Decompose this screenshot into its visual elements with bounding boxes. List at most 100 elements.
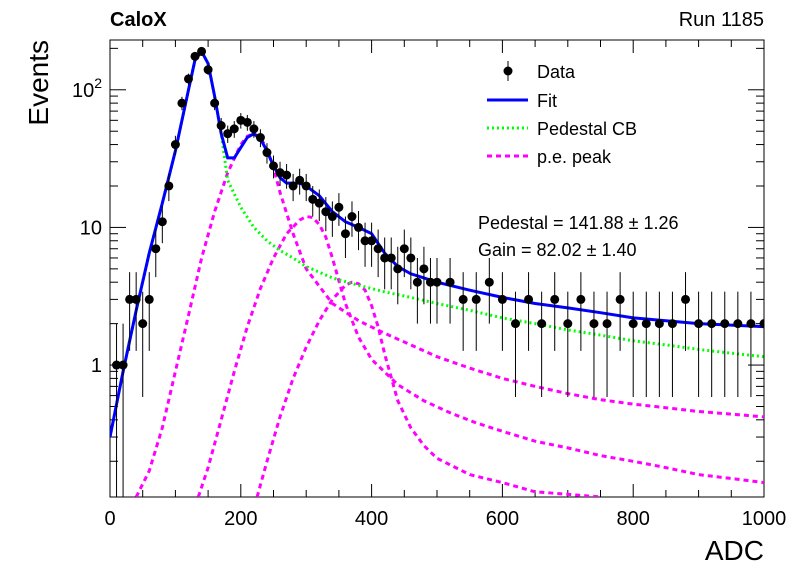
x-axis-title: ADC — [705, 535, 764, 566]
data-point — [484, 277, 494, 287]
experiment-label: CaloX — [110, 9, 167, 31]
data-point — [576, 294, 586, 304]
data-point — [733, 319, 743, 329]
data-point — [288, 181, 298, 191]
legend-label: Fit — [537, 91, 557, 111]
y-tick-label: 1 — [91, 355, 102, 377]
data-point — [497, 294, 507, 304]
data-point — [425, 277, 435, 287]
data-point — [360, 236, 370, 246]
data-point — [589, 319, 599, 329]
data-point — [445, 277, 455, 287]
x-tick-label: 600 — [486, 508, 519, 530]
data-point — [380, 253, 390, 263]
data-point — [183, 74, 193, 84]
legend: Data Fit Pedestal CB p.e. peak — [487, 61, 637, 167]
data-point — [406, 253, 416, 263]
data-point — [393, 264, 403, 274]
legend-label: Data — [537, 62, 576, 82]
data-point — [131, 294, 141, 304]
data-point — [707, 319, 717, 329]
data-point — [694, 319, 704, 329]
legend-marker — [503, 66, 513, 76]
plot-area — [110, 46, 764, 497]
legend-label: p.e. peak — [537, 147, 612, 167]
data-point — [510, 319, 520, 329]
data-point — [112, 360, 122, 370]
data-layer — [110, 46, 764, 497]
legend-label: Pedestal CB — [537, 119, 637, 139]
data-point — [602, 319, 612, 329]
data-point — [628, 319, 638, 329]
series-p-e-peak-1 — [134, 132, 764, 497]
y-tick-label: 10 — [80, 217, 102, 239]
data-point — [340, 229, 350, 239]
data-point — [471, 294, 481, 304]
series-p-e-peak-3 — [255, 280, 601, 497]
data-point — [125, 294, 135, 304]
data-point — [654, 319, 664, 329]
data-point — [151, 244, 161, 254]
data-point — [170, 140, 180, 150]
annotation-gain: Gain = 82.02 ± 1.40 — [478, 240, 637, 260]
data-point — [229, 124, 239, 134]
data-point — [720, 319, 730, 329]
data-point — [667, 319, 677, 329]
data-point — [373, 244, 383, 254]
data-point — [563, 319, 573, 329]
data-point — [177, 98, 187, 108]
data-point — [334, 202, 344, 212]
x-tick-label: 0 — [104, 508, 115, 530]
series-pedestal-cb — [110, 48, 764, 438]
data-point — [419, 264, 429, 274]
data-point — [144, 294, 154, 304]
data-point — [164, 181, 174, 191]
data-point — [432, 277, 442, 287]
data-point — [458, 294, 468, 304]
data-point — [641, 319, 651, 329]
data-point — [301, 181, 311, 191]
data-point — [347, 212, 357, 222]
data-point — [746, 319, 756, 329]
x-tick-label: 800 — [617, 508, 650, 530]
data-point — [759, 319, 764, 329]
x-tick-label: 400 — [355, 508, 388, 530]
run-label: Run 1185 — [679, 9, 764, 31]
annotation-pedestal: Pedestal = 141.88 ± 1.26 — [478, 213, 679, 233]
y-axis-title: Events — [23, 40, 54, 126]
data-point — [190, 51, 200, 61]
data-point — [255, 133, 265, 143]
data-point — [550, 294, 560, 304]
data-point — [537, 319, 547, 329]
data-point — [197, 46, 207, 56]
data-point — [321, 207, 331, 217]
data-point — [223, 129, 233, 139]
data-point — [282, 170, 292, 180]
data-point — [327, 212, 337, 222]
y-tick-label: 102 — [72, 75, 102, 102]
x-tick-label: 200 — [224, 508, 257, 530]
data-point — [524, 294, 534, 304]
data-point — [615, 294, 625, 304]
data-point — [269, 161, 278, 171]
data-point — [249, 124, 259, 134]
x-tick-label: 1000 — [742, 508, 787, 530]
data-point — [295, 175, 305, 185]
data-point — [386, 253, 396, 263]
data-point — [367, 236, 377, 246]
data-point — [157, 217, 167, 227]
series-fit — [110, 48, 764, 438]
data-point — [314, 198, 324, 208]
data-point — [242, 117, 252, 127]
data-point — [681, 294, 691, 304]
data-point — [354, 222, 364, 232]
data-point — [118, 360, 128, 370]
series-p-e-peak-2 — [196, 214, 764, 497]
axis-ticks: 0 200 400 600 800 1000 1 10 102 — [72, 40, 786, 530]
data-point — [203, 65, 213, 75]
data-point — [210, 98, 220, 108]
data-point — [138, 319, 148, 329]
data-point — [399, 244, 409, 254]
data-point — [216, 121, 226, 131]
